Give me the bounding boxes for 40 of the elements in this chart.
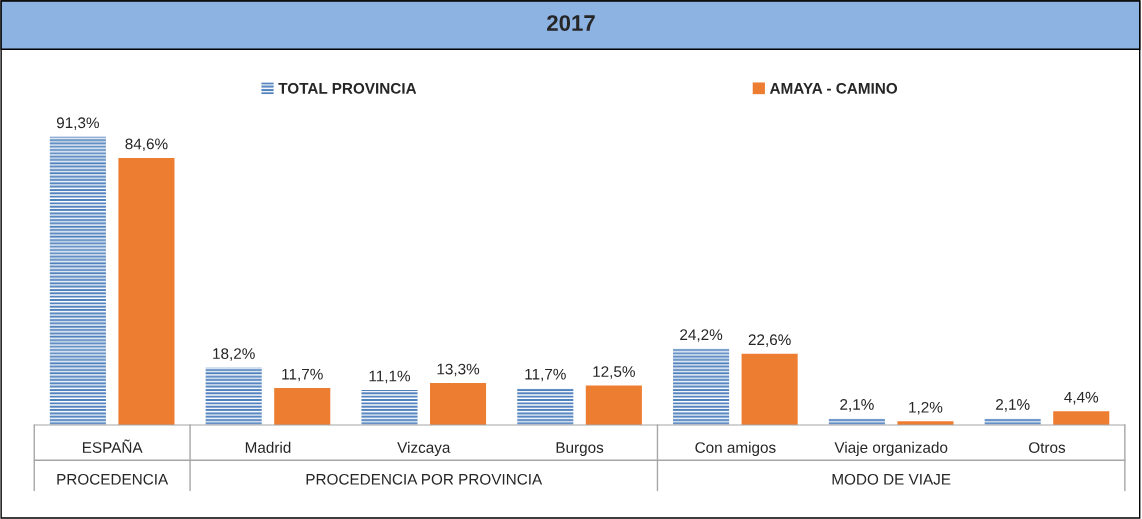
data-label: 11,1% [369,370,411,384]
bar [118,157,175,426]
data-label: 12,5% [593,366,635,379]
bar [828,418,885,426]
bar [673,348,730,426]
x-tick-label: Burgos [556,442,604,456]
chart-title: 2017 [547,15,595,31]
text: MODO DE VIAJE [832,473,951,485]
bar [361,390,418,426]
data-label: 4,4% [1064,391,1099,405]
data-label: 18,2% [213,348,255,361]
data-label: 24,2% [680,329,723,342]
x-tick-label: Vizcaya [397,441,451,456]
x-tick-label: ESPAÑA [82,439,143,453]
data-label: 11,7% [282,368,323,382]
data-label: 1,2% [909,401,943,415]
bar [274,388,331,426]
bar [741,353,798,426]
x-tick-label: Madrid [245,441,291,453]
bar [205,367,262,426]
bar [984,418,1041,426]
data-label: 91,3% [56,117,99,130]
bar [1053,411,1110,426]
x-tick-label: Otros [1029,442,1066,453]
legend-label: TOTAL PROVINCIA [278,82,417,94]
data-label: 2,1% [996,399,1030,412]
bar [430,383,487,426]
text: PROCEDENCIA POR PROVINCIA [306,473,543,485]
bar [49,136,106,426]
data-label: 84,6% [125,138,168,152]
x-tick-label: Viaje organizado [834,441,948,456]
bar [585,385,642,426]
legend-label: AMAYA - CAMINO [769,82,898,94]
data-label: 13,3% [437,363,480,377]
bar [517,388,574,426]
text: PROCEDENCIA [57,473,169,485]
data-label: 2,1% [840,399,874,412]
data-label: 11,7% [525,368,566,382]
x-tick-label: Con amigos [695,441,776,456]
data-label: 22,6% [748,334,791,347]
